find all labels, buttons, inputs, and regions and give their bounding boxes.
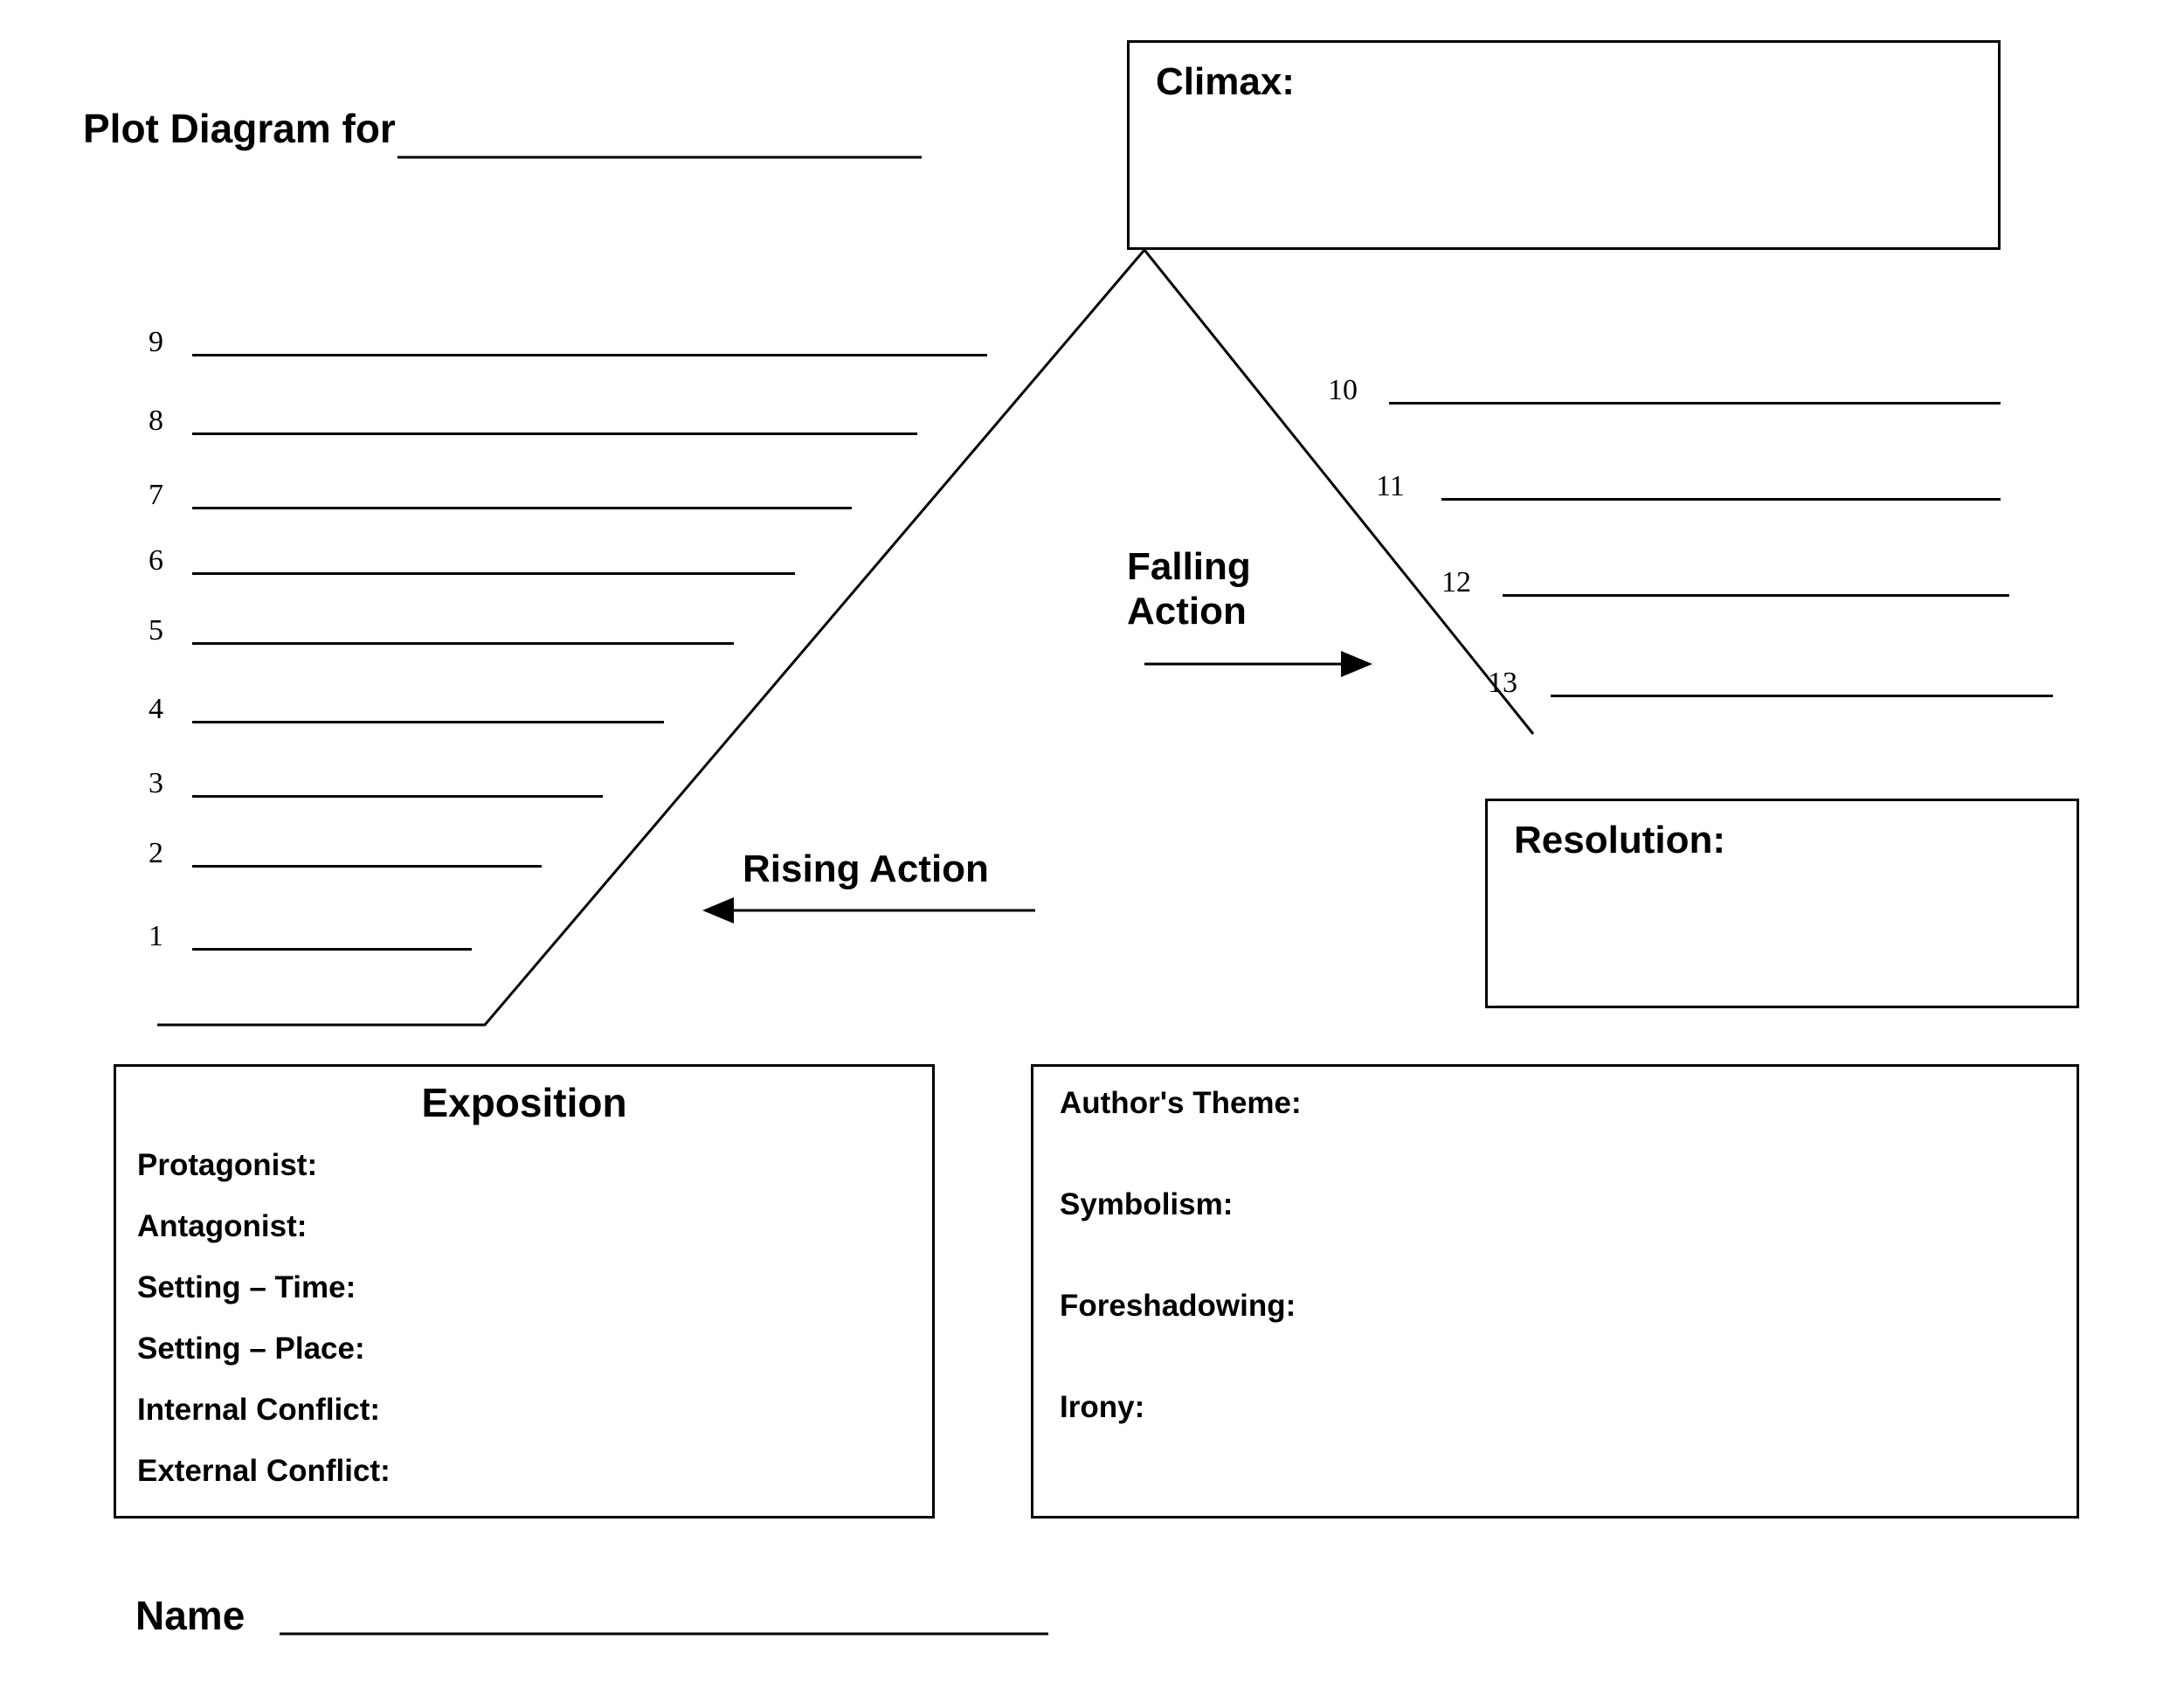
rising-line-number: 4 [149,693,163,726]
climax-box: Climax: [1127,40,2001,250]
rising-blank-line [192,507,852,509]
exposition-box: Exposition Protagonist:Antagonist:Settin… [114,1064,935,1519]
falling-line-number: 12 [1441,566,1471,599]
falling-blank-line [1551,695,2053,697]
theme-field: Author's Theme: [1060,1086,2050,1154]
rising-line-number: 6 [149,544,163,578]
rising-blank-line [192,354,987,356]
rising-blank-line [192,721,664,723]
exposition-field: Internal Conflict: [137,1380,911,1441]
rising-line-number: 2 [149,837,163,870]
rising-line-number: 8 [149,405,163,438]
exposition-field: External Conflict: [137,1441,911,1502]
falling-line-number: 13 [1488,667,1517,700]
resolution-label: Resolution: [1488,801,2077,880]
rising-line-number: 9 [149,326,163,359]
rising-action-label: Rising Action [743,847,989,891]
climax-label: Climax: [1130,43,1998,121]
falling-line-number: 10 [1328,374,1358,407]
themes-box: Author's Theme:Symbolism:Foreshadowing:I… [1031,1064,2079,1519]
rising-line-number: 3 [149,767,163,800]
exposition-field: Antagonist: [137,1196,911,1257]
falling-blank-line [1503,594,2009,597]
rising-blank-line [192,642,734,645]
resolution-box: Resolution: [1485,799,2079,1008]
theme-field: Symbolism: [1060,1154,2050,1256]
plot-mountain-path [157,250,1533,1025]
falling-line-number: 11 [1376,470,1405,503]
exposition-field: Setting – Time: [137,1257,911,1318]
exposition-field: Protagonist: [137,1135,911,1196]
rising-line-number: 1 [149,920,163,953]
rising-blank-line [192,865,542,868]
exposition-title: Exposition [116,1067,932,1126]
rising-blank-line [192,948,472,951]
rising-blank-line [192,572,795,575]
exposition-field: Setting – Place: [137,1318,911,1380]
theme-field: Irony: [1060,1357,2050,1458]
theme-field: Foreshadowing: [1060,1256,2050,1357]
falling-blank-line [1389,402,2001,405]
rising-line-number: 5 [149,614,163,647]
falling-blank-line [1441,498,2001,501]
rising-line-number: 7 [149,479,163,512]
falling-action-label: Falling Action [1127,545,1251,633]
name-label: Name [135,1592,245,1639]
rising-blank-line [192,795,603,798]
rising-blank-line [192,432,917,435]
